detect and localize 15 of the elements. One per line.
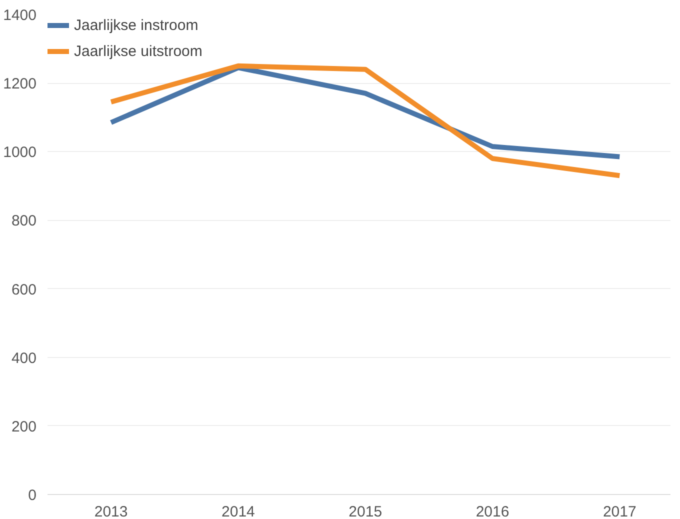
x-tick-label: 2014 [222, 504, 255, 519]
y-tick-label: 600 [11, 281, 37, 298]
y-tick-label: 200 [11, 418, 37, 436]
x-tick-label: 2017 [602, 504, 636, 519]
y-tick-label: 400 [11, 350, 37, 367]
x-tick-label: 2013 [94, 504, 128, 519]
y-tick-label: 800 [11, 212, 37, 230]
y-tick-label: 1200 [3, 76, 37, 93]
legend-label: Jaarlijkse instroom [74, 16, 198, 34]
y-tick-label: 0 [28, 487, 36, 504]
y-tick-label: 1400 [3, 7, 37, 24]
x-tick-label: 2015 [348, 504, 382, 519]
y-tick-label: 1000 [3, 144, 37, 162]
legend-label: Jaarlijkse uitstroom [74, 42, 202, 60]
x-tick-label: 2016 [476, 504, 510, 519]
